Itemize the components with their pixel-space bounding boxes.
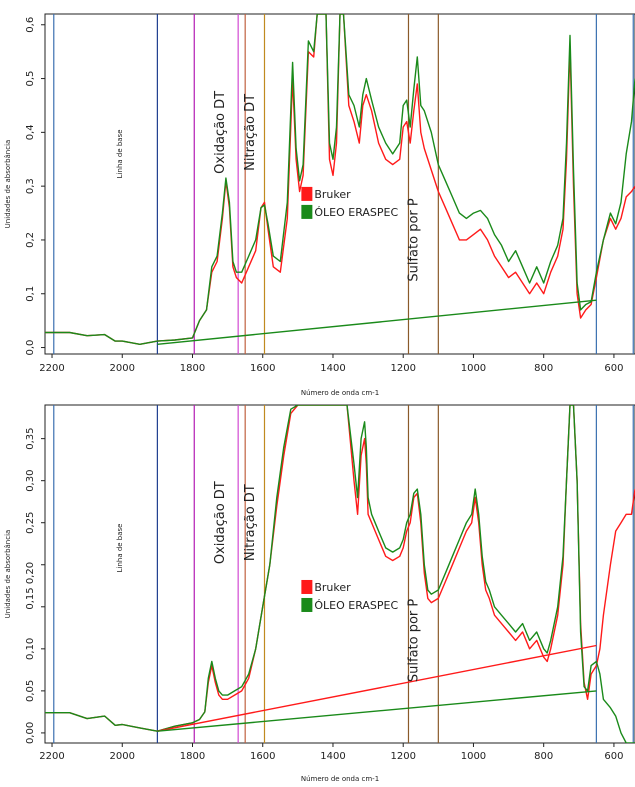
annotation-label: Oxidação DT xyxy=(213,481,228,564)
y-tick-label: 0,25 xyxy=(25,512,36,534)
y-axis-label: Unidades de absorbância xyxy=(4,140,12,229)
chart-panel-2: 2200 2000 1800 1600 1400 1200 1000 800 600 0,00 0,… xyxy=(4,404,635,783)
series-group xyxy=(45,405,635,743)
x-tick-label: 1000 xyxy=(461,363,486,374)
series-line--leo-eraspec xyxy=(45,14,635,345)
y-axis-label: Unidades de absorbância xyxy=(4,530,12,619)
x-tick-label: 2200 xyxy=(39,751,64,762)
y-tick-label: 0,2 xyxy=(25,232,36,248)
x-tick-label: 800 xyxy=(534,751,553,762)
plot-frame xyxy=(44,404,635,744)
x-axis-label: Número de onda cm-1 xyxy=(301,389,379,397)
x-tick-label: 2200 xyxy=(39,363,64,374)
annotation-label: Nitração DT xyxy=(243,94,258,171)
legend-swatch xyxy=(301,597,313,612)
legend-entry: Bruker xyxy=(314,581,351,594)
x-tick-label: 1000 xyxy=(461,751,486,762)
y-tick-label: 0,3 xyxy=(25,178,36,194)
series-group xyxy=(45,14,635,345)
annotation-label: Nitração DT xyxy=(243,484,258,561)
series-line--leo-eraspec xyxy=(45,405,635,743)
y-tick-label: 0,1 xyxy=(25,286,36,302)
x-tick-label: 2000 xyxy=(110,363,135,374)
y-tick-label: 0,05 xyxy=(25,680,36,702)
series-line-bruker xyxy=(45,405,635,732)
baseline-line xyxy=(157,690,597,732)
annotation-label: Linha de base xyxy=(116,523,124,572)
y-tick-label: 0,5 xyxy=(25,71,36,87)
baseline-line xyxy=(157,644,597,732)
x-tick-label: 800 xyxy=(534,363,553,374)
annotation-label: Sulfato por P xyxy=(406,599,421,683)
y-tick-label: 0,10 xyxy=(25,638,36,660)
x-tick-label: 600 xyxy=(604,363,623,374)
y-tick-label: 0,00 xyxy=(25,722,36,744)
annotation-label: Oxidação DT xyxy=(213,91,228,174)
x-tick-label: 1200 xyxy=(390,363,415,374)
legend-entry: Bruker xyxy=(314,188,351,201)
x-tick-label: 1800 xyxy=(180,751,205,762)
plot-frame xyxy=(44,13,635,355)
annotation-label: Linha de base xyxy=(116,129,124,178)
y-tick-label: 0,30 xyxy=(25,470,36,492)
y-tick-label: 0,4 xyxy=(25,124,36,140)
legend-entry: ÓLEO ERASPEC xyxy=(314,599,398,612)
x-tick-label: 1600 xyxy=(250,751,275,762)
y-tick-label: 0,15 0,20 xyxy=(25,562,36,610)
x-tick-label: 1400 xyxy=(320,751,345,762)
y-tick-label: 0,0 xyxy=(25,340,36,356)
x-tick-label: 1200 xyxy=(390,751,415,762)
legend-swatch xyxy=(301,579,313,594)
series-line-bruker xyxy=(45,14,635,345)
legend-swatch xyxy=(301,186,313,201)
annotation-label: Sulfato por P xyxy=(406,198,421,282)
x-tick-label: 1400 xyxy=(320,363,345,374)
x-tick-label: 2000 xyxy=(110,751,135,762)
x-axis-label: Número de onda cm-1 xyxy=(301,775,379,783)
y-tick-label: 0,6 xyxy=(25,17,36,33)
x-tick-label: 600 xyxy=(604,751,623,762)
baseline-line xyxy=(157,299,597,345)
chart-panel-1: 2200 2000 1800 1600 1400 1200 1000 800 600 0,0 0,1… xyxy=(4,13,635,397)
y-tick-label: 0,35 xyxy=(25,427,36,449)
x-tick-label: 1600 xyxy=(250,363,275,374)
x-tick-label: 1800 xyxy=(180,363,205,374)
legend-swatch xyxy=(301,204,313,219)
legend-entry: ÓLEO ERASPEC xyxy=(314,206,398,219)
